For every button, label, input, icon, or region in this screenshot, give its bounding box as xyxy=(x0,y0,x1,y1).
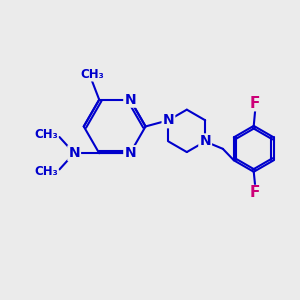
Text: N: N xyxy=(68,146,80,160)
Text: F: F xyxy=(250,96,260,111)
Text: CH₃: CH₃ xyxy=(34,128,58,141)
Text: N: N xyxy=(200,134,211,148)
Text: N: N xyxy=(124,146,136,160)
Text: N: N xyxy=(124,93,136,107)
Text: N: N xyxy=(163,113,174,127)
Text: CH₃: CH₃ xyxy=(80,68,104,81)
Text: F: F xyxy=(250,185,260,200)
Text: CH₃: CH₃ xyxy=(34,165,58,178)
